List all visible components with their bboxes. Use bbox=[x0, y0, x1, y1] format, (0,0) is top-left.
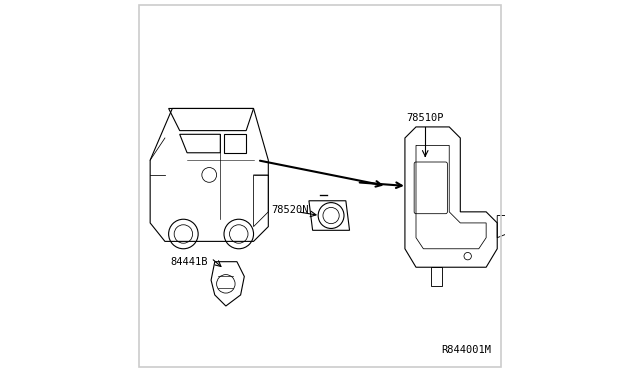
Text: 78520N: 78520N bbox=[271, 205, 309, 215]
Text: R844001M: R844001M bbox=[442, 345, 492, 355]
Text: 78510P: 78510P bbox=[406, 113, 444, 123]
Text: 84441B: 84441B bbox=[170, 257, 207, 267]
